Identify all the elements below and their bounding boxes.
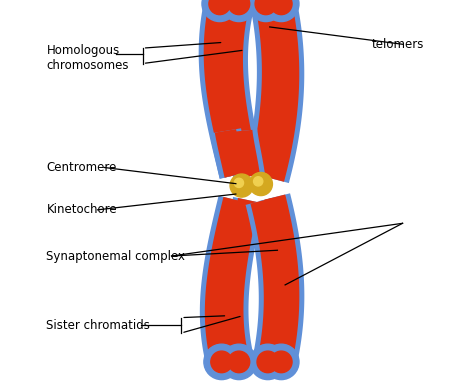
Circle shape xyxy=(254,177,263,186)
Polygon shape xyxy=(246,197,291,365)
Circle shape xyxy=(248,0,283,22)
Circle shape xyxy=(228,351,250,373)
Circle shape xyxy=(249,172,273,196)
Circle shape xyxy=(202,0,237,22)
Text: Kinetochore: Kinetochore xyxy=(46,203,117,216)
Polygon shape xyxy=(204,2,246,178)
Polygon shape xyxy=(263,2,299,182)
Polygon shape xyxy=(222,198,259,365)
Circle shape xyxy=(250,344,285,380)
Text: Homologous
chromosomes: Homologous chromosomes xyxy=(46,44,129,72)
Polygon shape xyxy=(264,194,300,364)
Circle shape xyxy=(221,344,256,380)
Text: Sister chromatids: Sister chromatids xyxy=(46,319,150,332)
Circle shape xyxy=(264,0,299,22)
Text: Centromere: Centromere xyxy=(46,161,117,174)
Polygon shape xyxy=(210,128,250,179)
Polygon shape xyxy=(226,129,265,179)
Polygon shape xyxy=(221,1,260,179)
Polygon shape xyxy=(244,1,289,178)
Polygon shape xyxy=(250,198,285,364)
Polygon shape xyxy=(205,197,245,365)
Polygon shape xyxy=(200,196,249,366)
Circle shape xyxy=(228,0,250,15)
Polygon shape xyxy=(249,2,283,177)
Circle shape xyxy=(234,178,244,187)
Circle shape xyxy=(230,174,253,197)
Circle shape xyxy=(204,344,239,380)
Polygon shape xyxy=(217,0,265,179)
Circle shape xyxy=(257,351,279,373)
Circle shape xyxy=(221,0,256,22)
Polygon shape xyxy=(215,129,246,177)
Circle shape xyxy=(255,0,277,15)
Polygon shape xyxy=(231,130,260,178)
Circle shape xyxy=(211,351,232,373)
Circle shape xyxy=(271,0,292,15)
Polygon shape xyxy=(199,0,250,179)
Text: Synaptonemal complex: Synaptonemal complex xyxy=(46,249,185,263)
Polygon shape xyxy=(217,197,264,366)
Circle shape xyxy=(264,344,299,380)
Circle shape xyxy=(209,0,230,15)
Circle shape xyxy=(271,351,292,373)
Polygon shape xyxy=(258,1,304,183)
Text: telomers: telomers xyxy=(371,38,424,51)
Polygon shape xyxy=(259,193,304,365)
